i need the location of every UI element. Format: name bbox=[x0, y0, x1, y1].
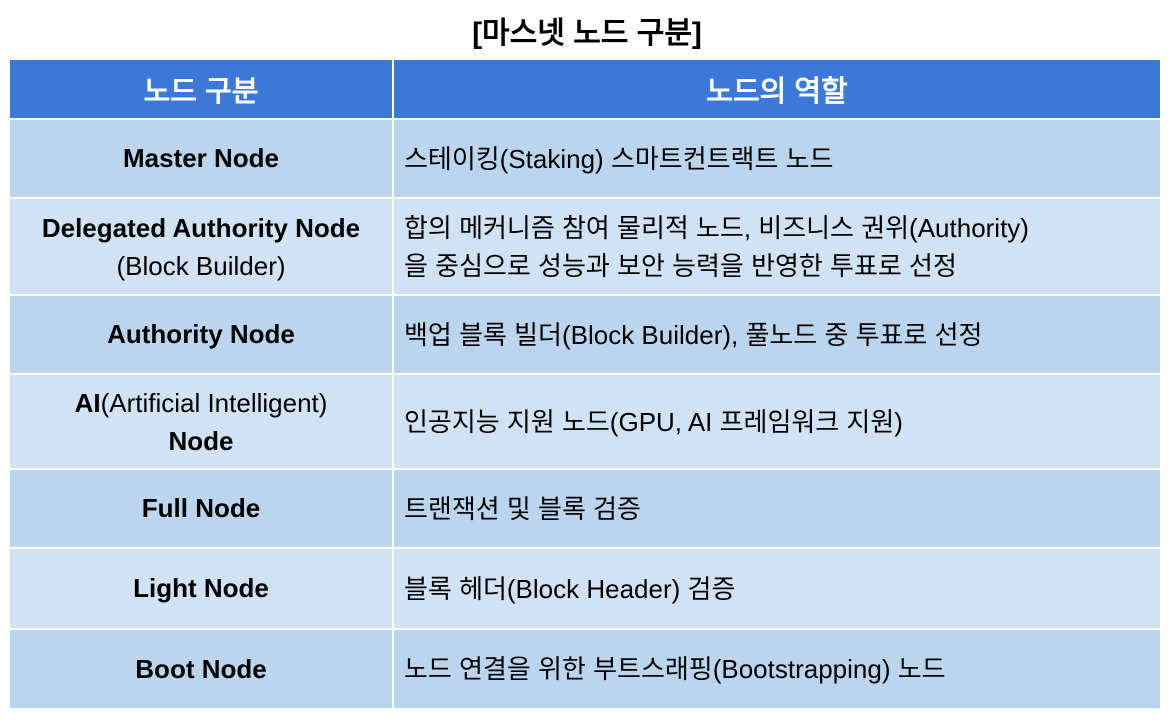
node-role: 인공지능 지원 노드(GPU, AI 프레임워크 지원) bbox=[404, 406, 903, 437]
node-name: AI bbox=[74, 387, 101, 418]
node-role: 합의 메커니즘 참여 물리적 노드, 비즈니스 권위(Authority) bbox=[404, 212, 1029, 243]
node-role: 노드 연결을 위한 부트스래핑(Bootstrapping) 노드 bbox=[404, 654, 946, 684]
table-row: Authority Node 백업 블록 빌더(Block Builder), … bbox=[8, 294, 1162, 375]
node-name: Authority Node bbox=[107, 319, 295, 349]
node-name-sub: (Artificial Intelligent) bbox=[100, 387, 328, 418]
table-row: Boot Node 노드 연결을 위한 부트스래핑(Bootstrapping)… bbox=[8, 628, 1162, 710]
header-node-role: 노드의 역할 bbox=[392, 58, 1162, 120]
node-name: Delegated Authority Node bbox=[41, 212, 361, 243]
node-name: Full Node bbox=[141, 493, 261, 523]
table-row: AI(Artificial Intelligent) Node 인공지능 지원 노… bbox=[8, 373, 1162, 470]
node-role: 블록 헤더(Block Header) 검증 bbox=[404, 573, 736, 604]
node-name: Light Node bbox=[133, 573, 269, 603]
node-role: 백업 블록 빌더(Block Builder), 풀노드 중 투표로 선정 bbox=[404, 319, 983, 350]
node-name: Boot Node bbox=[135, 653, 267, 684]
node-role: 스테이킹(Staking) 스마트컨트랙트 노드 bbox=[404, 143, 834, 174]
node-role: 트랜잭션 및 블록 검증 bbox=[404, 493, 641, 524]
header-node-type: 노드 구분 bbox=[8, 58, 394, 120]
node-table: 노드 구분 노드의 역할 Master Node 스테이킹(Staking) 스… bbox=[8, 58, 1162, 710]
page-title: [마스넷 노드 구분] bbox=[472, 17, 702, 50]
table-row: Light Node 블록 헤더(Block Header) 검증 bbox=[8, 547, 1162, 630]
table-header-row: 노드 구분 노드의 역할 bbox=[8, 58, 1162, 120]
node-name: Node bbox=[168, 425, 234, 456]
node-role: 을 중심으로 성능과 보안 능력을 반영한 투표로 선정 bbox=[404, 250, 957, 281]
table-row: Full Node 트랜잭션 및 블록 검증 bbox=[8, 468, 1162, 549]
node-name: Master Node bbox=[122, 143, 280, 173]
table-row: Master Node 스테이킹(Staking) 스마트컨트랙트 노드 bbox=[8, 118, 1162, 199]
table-row: Delegated Authority Node (Block Builder) … bbox=[8, 197, 1162, 296]
node-name-sub: (Block Builder) bbox=[116, 250, 286, 281]
